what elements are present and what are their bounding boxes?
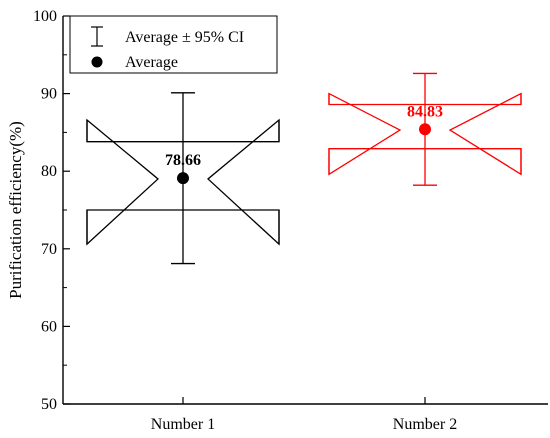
y-tick-label-80: 80 (41, 163, 57, 180)
legend-entry-ci: Average ± 95% CI (125, 29, 244, 46)
x-tick-label-2: Number 2 (393, 416, 457, 433)
legend: Average ± 95% CI Average (69, 15, 278, 74)
y-tick-label-70: 70 (41, 241, 57, 258)
box-marks: 78.66 84.83 (86, 72, 522, 265)
y-tick-label-60: 60 (41, 318, 57, 335)
dot-legend-icon (91, 56, 103, 68)
mean-dot-2 (419, 123, 431, 136)
mean-label-1: 78.66 (165, 152, 201, 169)
box-group-2: 84.83 (328, 72, 522, 186)
x-axis-ticks: Number 1 Number 2 (151, 397, 457, 433)
x-tick-label-1: Number 1 (151, 416, 215, 433)
y-tick-label-90: 90 (41, 86, 57, 103)
y-axis-ticks: 50 60 70 80 90 100 (33, 8, 70, 413)
legend-entry-average: Average (125, 54, 178, 71)
ci-bar-legend-icon (91, 26, 103, 47)
y-tick-label-50: 50 (41, 396, 57, 413)
y-tick-label-100: 100 (33, 8, 57, 25)
plot-area: 50 60 70 80 90 100 Number 1 Number 2 78.66 84.8… (33, 8, 548, 433)
mean-label-2: 84.83 (407, 103, 443, 120)
box-group-1: 78.66 (86, 92, 280, 265)
y-axis-title: Purification efficiency(%) (6, 121, 25, 299)
mean-dot-1 (177, 172, 189, 185)
legend-frame (69, 15, 278, 74)
